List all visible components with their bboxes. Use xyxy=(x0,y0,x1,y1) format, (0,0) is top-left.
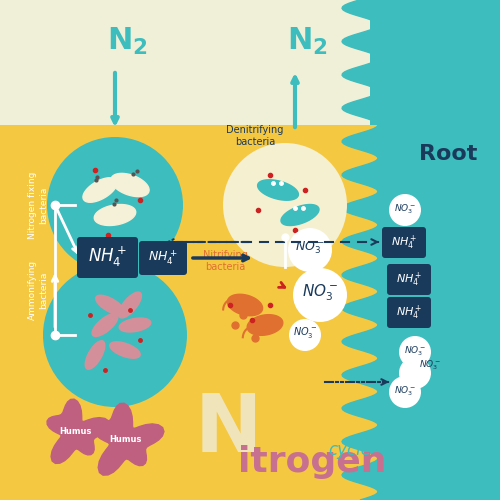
Polygon shape xyxy=(94,204,136,226)
FancyBboxPatch shape xyxy=(382,227,426,258)
Polygon shape xyxy=(111,174,149,197)
Polygon shape xyxy=(83,178,117,203)
Text: cycle: cycle xyxy=(328,441,371,459)
Polygon shape xyxy=(258,180,298,201)
Text: $NO_3^-$: $NO_3^-$ xyxy=(302,283,338,303)
Text: $NH_4^+$: $NH_4^+$ xyxy=(88,245,126,269)
Text: $NH_4^+$: $NH_4^+$ xyxy=(148,248,178,268)
Circle shape xyxy=(223,143,347,267)
Circle shape xyxy=(399,357,431,389)
Polygon shape xyxy=(342,0,500,500)
Text: Nitrogen fixing
bacteria: Nitrogen fixing bacteria xyxy=(28,172,48,238)
Text: $NO_3^-$: $NO_3^-$ xyxy=(419,358,441,372)
Polygon shape xyxy=(96,295,124,315)
FancyBboxPatch shape xyxy=(0,125,500,500)
Circle shape xyxy=(289,319,321,351)
Text: Nitrifying
bacteria: Nitrifying bacteria xyxy=(202,250,248,272)
Polygon shape xyxy=(85,341,105,369)
Polygon shape xyxy=(281,204,319,226)
Text: Atmosphere: Atmosphere xyxy=(395,30,471,43)
Text: Humus: Humus xyxy=(109,436,141,444)
Text: $NH_4^+$: $NH_4^+$ xyxy=(396,304,422,322)
Text: Humus: Humus xyxy=(59,428,91,436)
Text: $NO_3^-$: $NO_3^-$ xyxy=(295,240,325,256)
Text: N: N xyxy=(195,391,262,469)
Text: $NH_4^+$: $NH_4^+$ xyxy=(390,234,417,252)
Polygon shape xyxy=(228,294,262,316)
Text: $NH_4^+$: $NH_4^+$ xyxy=(396,271,422,289)
Circle shape xyxy=(399,336,431,368)
Text: Ammonifying
bacteria: Ammonifying bacteria xyxy=(28,260,48,320)
Polygon shape xyxy=(47,399,110,464)
FancyBboxPatch shape xyxy=(139,241,187,275)
Text: $\mathbf{N_2}$: $\mathbf{N_2}$ xyxy=(287,26,328,57)
FancyBboxPatch shape xyxy=(370,0,500,125)
Circle shape xyxy=(293,268,347,322)
Circle shape xyxy=(43,263,187,407)
Circle shape xyxy=(389,194,421,226)
Polygon shape xyxy=(119,318,151,332)
Text: $NO_3^-$: $NO_3^-$ xyxy=(404,344,426,358)
FancyBboxPatch shape xyxy=(430,0,500,500)
Text: itrogen: itrogen xyxy=(238,445,386,479)
FancyBboxPatch shape xyxy=(387,264,431,295)
Polygon shape xyxy=(94,403,164,475)
Polygon shape xyxy=(118,292,142,318)
Text: $NO_3^-$: $NO_3^-$ xyxy=(394,384,416,398)
Text: Root: Root xyxy=(419,144,477,164)
Circle shape xyxy=(47,137,183,273)
Text: $NO_3^-$: $NO_3^-$ xyxy=(394,202,416,216)
Polygon shape xyxy=(110,342,140,358)
Text: $NO_3^-$: $NO_3^-$ xyxy=(293,326,317,340)
FancyBboxPatch shape xyxy=(0,0,500,130)
Circle shape xyxy=(389,376,421,408)
Circle shape xyxy=(288,228,332,272)
Text: $\mathbf{N_2}$: $\mathbf{N_2}$ xyxy=(107,26,148,57)
Polygon shape xyxy=(92,314,118,336)
Text: Denitrifying
bacteria: Denitrifying bacteria xyxy=(226,126,283,147)
FancyBboxPatch shape xyxy=(77,237,138,278)
Polygon shape xyxy=(247,314,283,336)
FancyBboxPatch shape xyxy=(387,297,431,328)
